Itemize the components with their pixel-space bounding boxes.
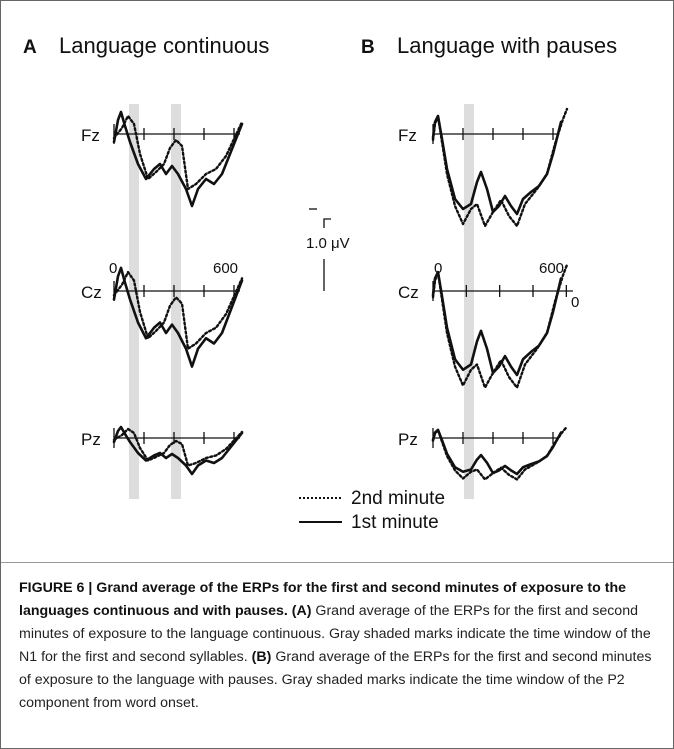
shaded-window [129,104,139,499]
caption-text: Grand average of the ERPs for the first … [19,603,651,665]
electrode-label: Fz [398,126,417,145]
legend-label: 1st minute [351,512,439,533]
time-label: 0 [109,260,117,277]
waveform [431,114,563,216]
waveform [112,266,244,368]
waveform [431,425,569,481]
time-label: 0 [571,294,579,311]
caption-title: FIGURE 6 | Grand average of the ERPs for… [19,580,627,619]
time-label: 0 [434,260,442,277]
caption-text: Grand average of the ERPs for the first … [19,649,652,711]
waveform [112,110,244,208]
panel-letter: A [23,37,37,58]
waveform [431,107,569,228]
panel-title: Language continuous [59,33,269,58]
electrode-label: Cz [398,283,419,302]
panel-title: Language with pauses [397,33,617,58]
shaded-window [171,104,181,499]
caption-label: (B) [251,649,272,665]
legend-label: 2nd minute [351,488,445,509]
electrode-label: Pz [81,430,101,449]
electrode-label: Pz [398,430,418,449]
waveform [431,270,563,377]
scale-label: 1.0 μV [306,235,350,252]
waveform [112,114,244,191]
waveform [112,270,244,350]
caption: FIGURE 6 | Grand average of the ERPs for… [1,562,673,715]
panel-letter: B [361,37,375,58]
waveform [112,427,244,467]
waveform [431,263,569,389]
caption-label: (A) [291,603,312,619]
electrode-label: Fz [81,126,100,145]
figure-plot: A Language continuous B Language with pa… [23,33,617,533]
shaded-window [464,104,474,499]
electrode-label: Cz [81,283,102,302]
waveform [112,425,244,476]
time-label: 600 [539,260,564,277]
waveform [431,428,563,476]
time-label: 600 [213,260,238,277]
scale-bar [309,208,331,291]
